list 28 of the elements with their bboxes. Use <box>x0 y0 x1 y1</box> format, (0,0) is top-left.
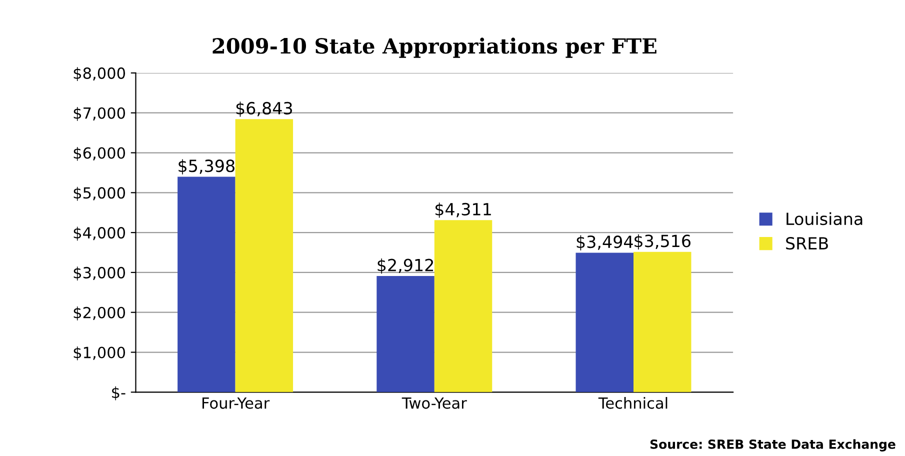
bar <box>376 276 434 392</box>
y-tick-label: $6,000 <box>74 146 126 161</box>
y-tick-label: $2,000 <box>74 306 126 320</box>
bar <box>178 176 236 392</box>
x-tick-label: Two-Year <box>402 397 467 409</box>
legend-label: Louisiana <box>786 212 862 226</box>
data-label: $2,912 <box>378 258 434 274</box>
y-tick-label: $1,000 <box>74 346 126 360</box>
data-label: $6,843 <box>236 102 292 117</box>
data-label: $5,398 <box>178 159 234 174</box>
data-label: $4,311 <box>435 202 491 218</box>
bar <box>434 220 492 392</box>
source-note: Source: SREB State Data Exchange <box>650 439 896 452</box>
bar <box>634 252 692 392</box>
y-tick-label: $5,000 <box>74 186 126 201</box>
legend-label: SREB <box>786 237 828 250</box>
y-tick-label: $3,000 <box>74 266 126 281</box>
y-tick-label: $4,000 <box>74 226 126 241</box>
data-label: $3,516 <box>634 234 690 250</box>
bar <box>235 119 294 392</box>
y-tick-label: $7,000 <box>74 107 126 121</box>
data-label: $3,494 <box>576 235 633 250</box>
x-tick-label: Four-Year <box>202 397 270 409</box>
y-tick-label: $- <box>112 386 126 400</box>
x-tick-label: Technical <box>598 397 668 409</box>
chart-title: 2009-10 State Appropriations per FTE <box>212 38 656 58</box>
y-tick-label: $8,000 <box>74 67 126 82</box>
bar <box>576 252 634 392</box>
